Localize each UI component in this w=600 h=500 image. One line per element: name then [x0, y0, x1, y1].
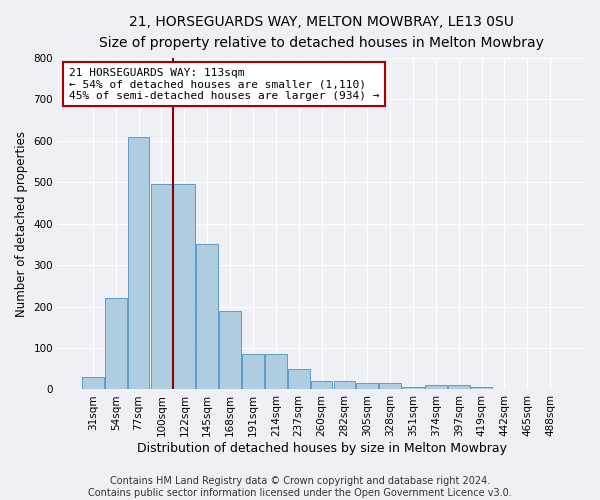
Bar — [151, 184, 172, 390]
Bar — [356, 383, 378, 390]
X-axis label: Distribution of detached houses by size in Melton Mowbray: Distribution of detached houses by size … — [137, 442, 506, 455]
Bar — [379, 383, 401, 390]
Bar — [105, 298, 127, 390]
Bar — [82, 377, 104, 390]
Bar — [219, 310, 241, 390]
Bar — [334, 381, 355, 390]
Bar — [448, 386, 470, 390]
Text: Contains HM Land Registry data © Crown copyright and database right 2024.
Contai: Contains HM Land Registry data © Crown c… — [88, 476, 512, 498]
Bar — [288, 368, 310, 390]
Bar — [242, 354, 264, 390]
Y-axis label: Number of detached properties: Number of detached properties — [15, 130, 28, 316]
Bar — [402, 386, 424, 390]
Bar — [471, 386, 493, 390]
Text: 21 HORSEGUARDS WAY: 113sqm
← 54% of detached houses are smaller (1,110)
45% of s: 21 HORSEGUARDS WAY: 113sqm ← 54% of deta… — [68, 68, 379, 101]
Bar — [311, 381, 332, 390]
Bar — [173, 184, 195, 390]
Title: 21, HORSEGUARDS WAY, MELTON MOWBRAY, LE13 0SU
Size of property relative to detac: 21, HORSEGUARDS WAY, MELTON MOWBRAY, LE1… — [99, 15, 544, 50]
Bar — [128, 136, 149, 390]
Bar — [425, 386, 447, 390]
Bar — [196, 244, 218, 390]
Bar — [265, 354, 287, 390]
